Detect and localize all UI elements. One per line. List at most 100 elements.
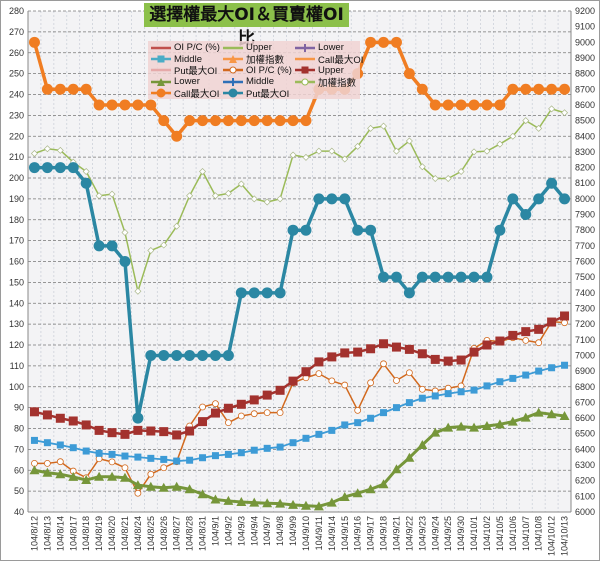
data-point bbox=[300, 224, 312, 236]
data-point bbox=[134, 489, 142, 497]
data-point bbox=[326, 193, 338, 205]
data-point bbox=[81, 420, 91, 430]
data-point bbox=[289, 151, 297, 159]
series-6 bbox=[28, 162, 571, 424]
data-point bbox=[469, 422, 480, 432]
legend-item: Call最大OI bbox=[150, 88, 222, 100]
data-point bbox=[41, 83, 53, 95]
data-point bbox=[483, 382, 491, 390]
legend-item: OI P/C (%) bbox=[222, 65, 294, 76]
data-point bbox=[41, 162, 53, 174]
legend-item: Middle bbox=[222, 76, 294, 87]
data-point bbox=[522, 117, 530, 125]
right-axis-tick-label: 7600 bbox=[575, 257, 595, 267]
data-point bbox=[417, 349, 427, 359]
x-axis-tick-label: 104/8/27 bbox=[172, 516, 182, 551]
data-point bbox=[275, 498, 286, 508]
data-point bbox=[274, 115, 286, 127]
data-point bbox=[287, 224, 299, 236]
data-point bbox=[379, 339, 389, 349]
left-axis-tick-label: 120 bbox=[9, 340, 24, 350]
data-point bbox=[145, 349, 157, 361]
data-point bbox=[509, 132, 517, 140]
right-axis-tick-label: 9000 bbox=[575, 37, 595, 47]
data-point bbox=[263, 409, 271, 417]
legend-item: Middle bbox=[150, 53, 222, 65]
x-axis-tick-label: 104/9/1 bbox=[210, 516, 220, 546]
data-point bbox=[42, 467, 53, 477]
data-point bbox=[121, 452, 129, 460]
data-point bbox=[67, 83, 79, 95]
data-point bbox=[547, 317, 557, 327]
data-point bbox=[159, 427, 169, 437]
data-point bbox=[522, 371, 530, 379]
data-point bbox=[300, 115, 312, 127]
right-axis-tick-label: 6500 bbox=[575, 429, 595, 439]
legend-item: 加權指數 bbox=[294, 76, 362, 89]
right-axis-tick-label: 7100 bbox=[575, 335, 595, 345]
data-point bbox=[457, 382, 465, 390]
x-axis-tick-label: 104/8/26 bbox=[159, 516, 169, 551]
data-point bbox=[173, 457, 181, 465]
data-point bbox=[534, 324, 544, 334]
data-point bbox=[416, 271, 428, 283]
data-point bbox=[95, 192, 103, 200]
x-axis-tick-label: 104/8/17 bbox=[68, 516, 78, 551]
data-point bbox=[224, 450, 232, 458]
data-point bbox=[250, 446, 258, 454]
left-axis-tick-label: 150 bbox=[9, 277, 24, 287]
series-5 bbox=[28, 36, 571, 142]
legend: OI P/C (%) Upper Lower Middle 加權指數 Call最大OI Pu… bbox=[148, 41, 363, 100]
x-axis-tick-label: 104/9/25 bbox=[443, 516, 453, 551]
data-point bbox=[275, 385, 285, 395]
right-axis-tick-label: 8000 bbox=[575, 194, 595, 204]
data-point bbox=[469, 347, 479, 357]
right-axis-tick-label: 8400 bbox=[575, 131, 595, 141]
data-point bbox=[106, 99, 118, 111]
data-point bbox=[444, 390, 452, 398]
legend-marker-icon bbox=[223, 88, 243, 98]
data-point bbox=[184, 484, 195, 494]
data-point bbox=[522, 337, 530, 344]
left-axis-tick-label: 220 bbox=[9, 131, 24, 141]
x-axis-tick-label: 104/9/7 bbox=[262, 516, 272, 546]
data-point bbox=[261, 115, 273, 127]
x-axis-tick-label: 104/9/9 bbox=[288, 516, 298, 546]
data-point bbox=[287, 115, 299, 127]
data-point bbox=[186, 456, 194, 464]
right-axis-tick-label: 8800 bbox=[575, 69, 595, 79]
right-axis-tick-label: 7000 bbox=[575, 350, 595, 360]
x-axis-tick-label: 104/8/28 bbox=[185, 516, 195, 551]
data-point bbox=[171, 349, 183, 361]
data-point bbox=[250, 410, 258, 418]
right-axis-tick-label: 6000 bbox=[575, 507, 595, 517]
data-point bbox=[392, 404, 400, 412]
x-axis-tick-label: 104/10/7 bbox=[521, 516, 531, 551]
data-point bbox=[262, 390, 272, 400]
data-point bbox=[430, 427, 441, 437]
right-axis-tick-label: 6700 bbox=[575, 397, 595, 407]
data-point bbox=[403, 68, 415, 80]
data-point bbox=[494, 224, 506, 236]
data-point bbox=[134, 287, 142, 295]
data-point bbox=[222, 115, 234, 127]
data-point bbox=[69, 444, 77, 452]
legend-item: OI P/C (%) bbox=[150, 42, 222, 53]
legend-label: Upper bbox=[246, 42, 272, 54]
data-point bbox=[147, 470, 155, 478]
data-point bbox=[82, 167, 90, 175]
x-axis-tick-label: 104/8/21 bbox=[120, 516, 130, 551]
data-point bbox=[237, 412, 245, 420]
legend-label: 加權指數 bbox=[318, 77, 357, 89]
legend-item: Lower bbox=[294, 42, 362, 53]
data-point bbox=[186, 192, 194, 200]
data-point bbox=[185, 426, 195, 436]
right-axis-tick-label: 8200 bbox=[575, 163, 595, 173]
data-point bbox=[56, 458, 64, 466]
data-point bbox=[405, 369, 413, 377]
data-point bbox=[121, 229, 129, 237]
data-point bbox=[315, 430, 323, 438]
data-point bbox=[171, 481, 182, 491]
data-point bbox=[561, 109, 569, 117]
right-axis-tick-label: 6900 bbox=[575, 366, 595, 376]
